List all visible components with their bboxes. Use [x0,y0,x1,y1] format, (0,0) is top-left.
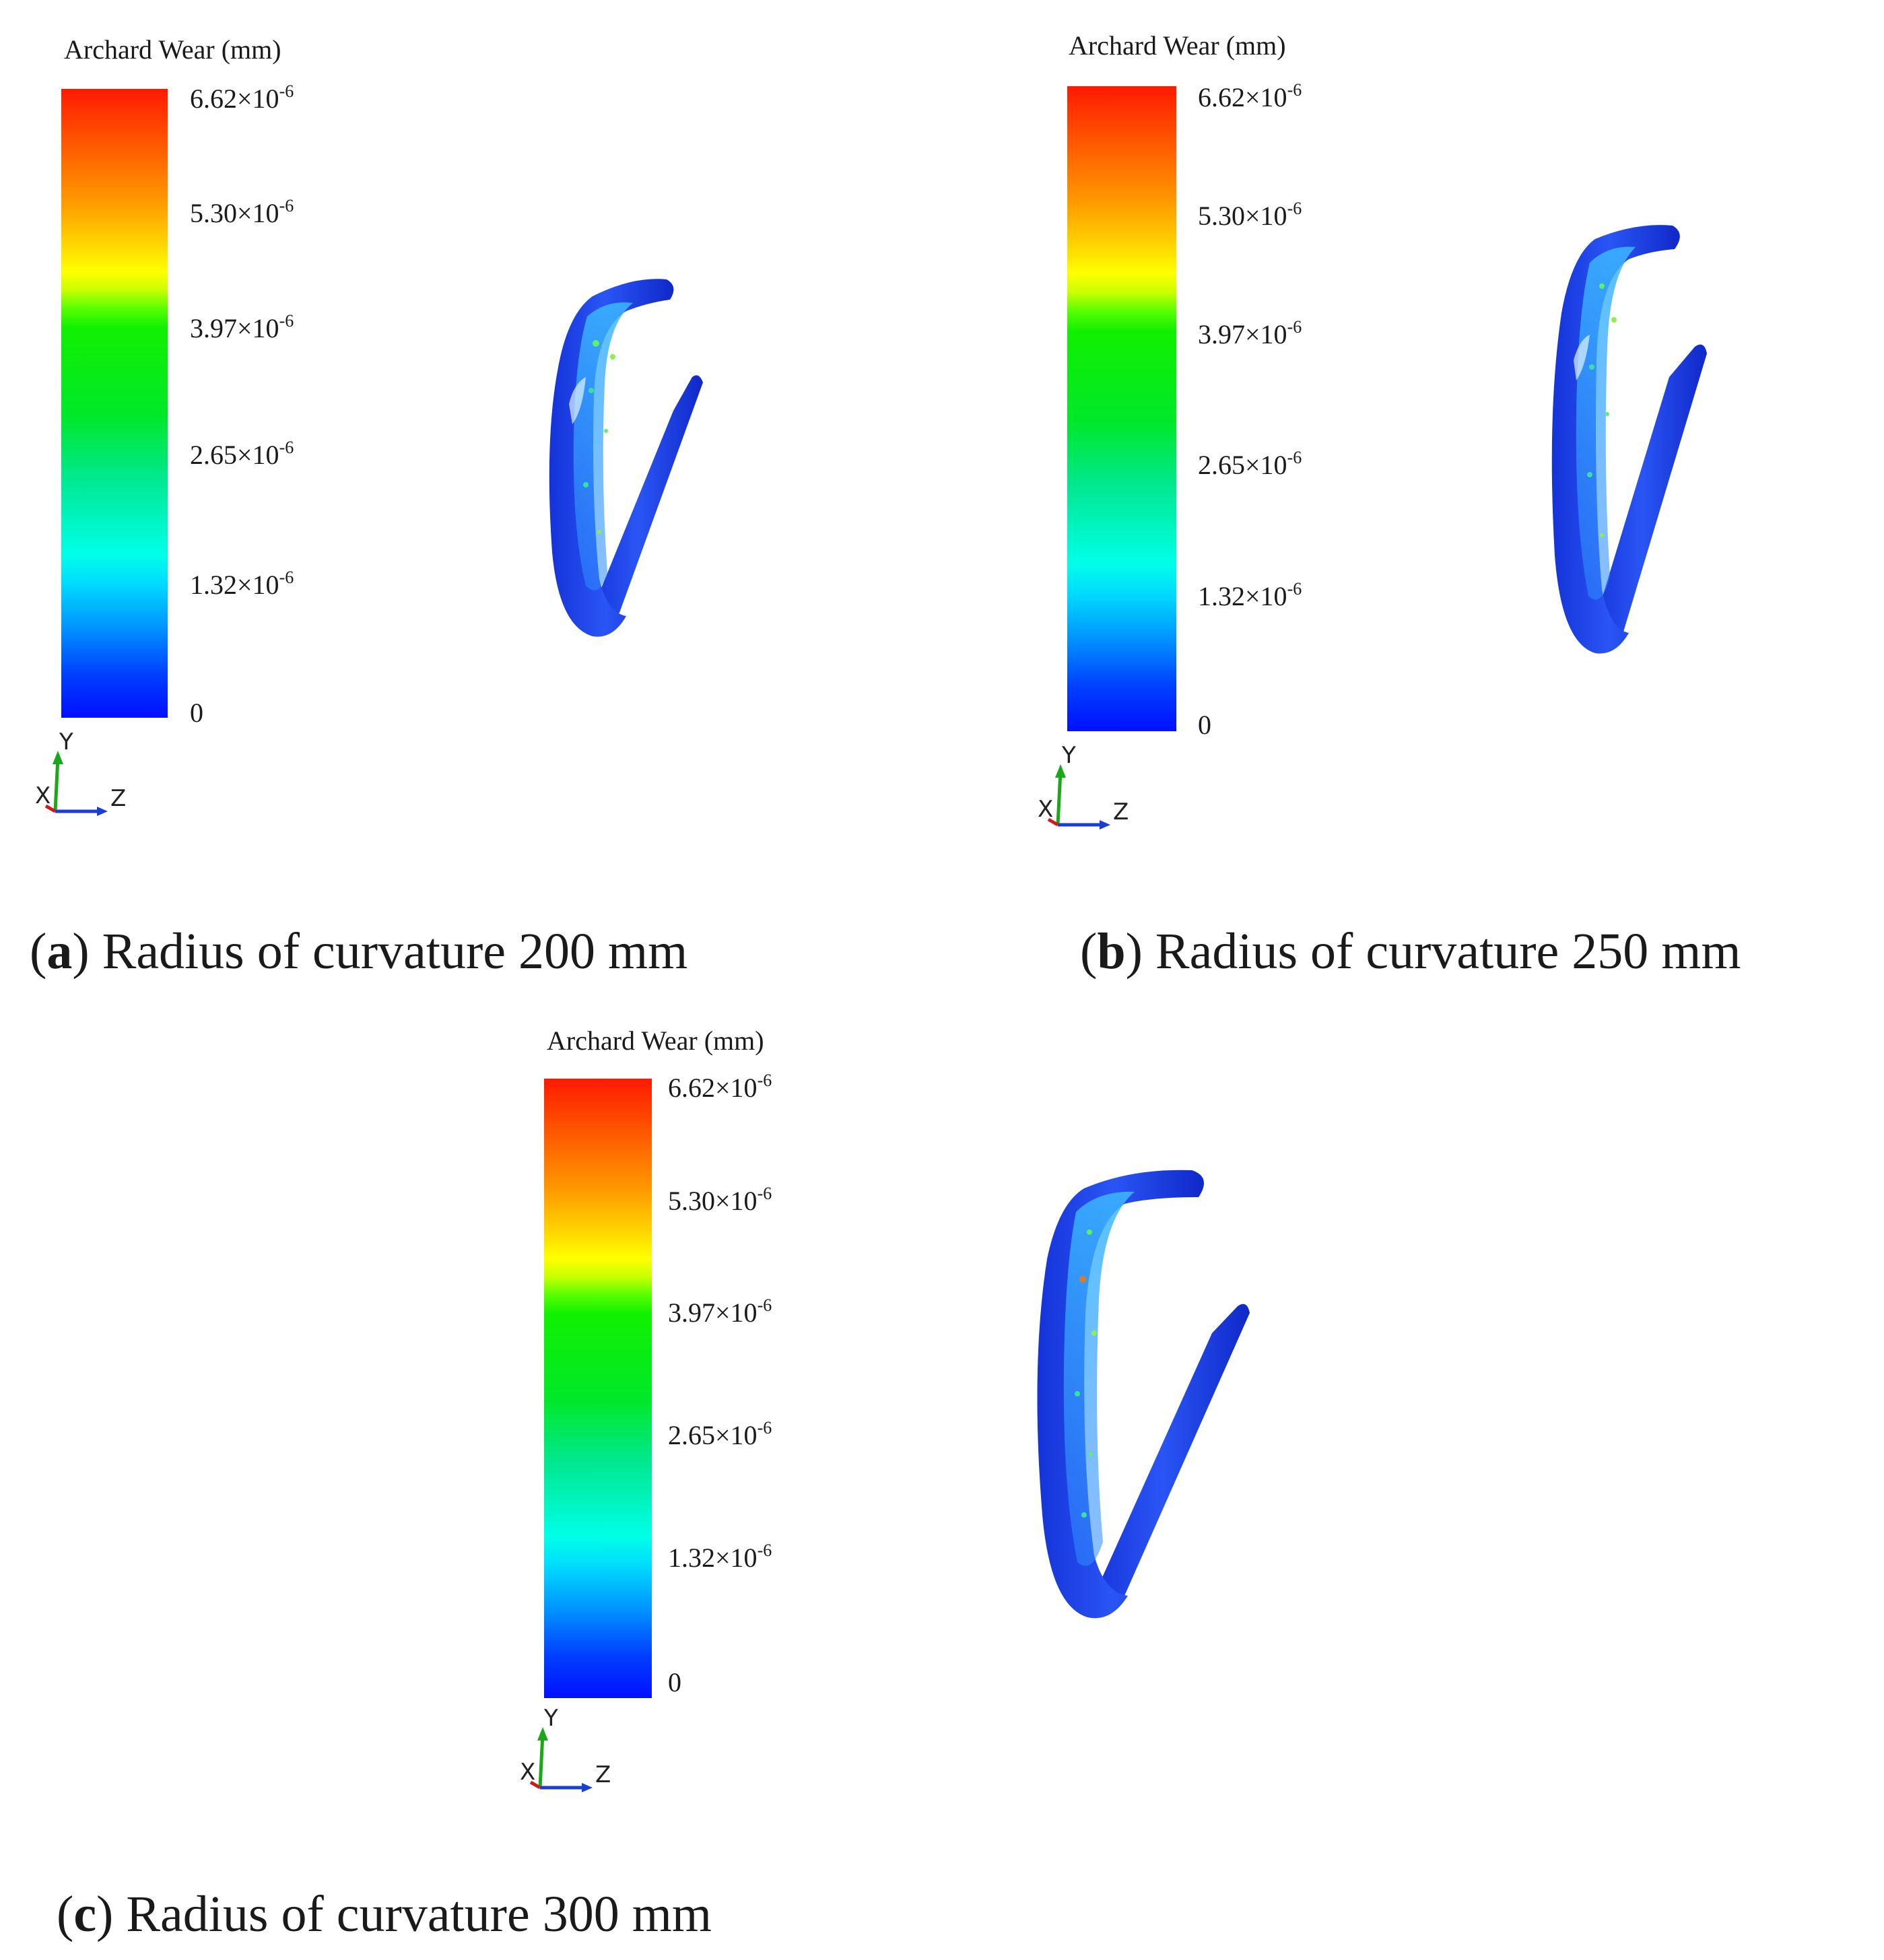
panel-b: Archard Wear (mm) 6.62×10-6 5.30×10-6 3.… [942,0,1884,1010]
tick-label: 6.62×10-6 [190,81,294,114]
legend-title: Archard Wear (mm) [64,34,281,65]
axis-x-label: X [520,1759,535,1786]
axis-y-label: Y [59,731,73,755]
tick-label: 0 [668,1667,681,1697]
tick-label: 3.97×10-6 [668,1295,772,1328]
tick-label: 5.30×10-6 [1198,199,1302,231]
axis-x-label: X [35,782,51,809]
wear-model-render [1037,1170,1250,1619]
legend-title: Archard Wear (mm) [1069,30,1286,61]
tick-label: 0 [190,698,203,728]
tick-label: 5.30×10-6 [668,1184,772,1216]
panel-caption: (a) Radius of curvature 200 mm [30,923,688,980]
tick-label: 5.30×10-6 [190,196,294,228]
axis-z-label: Z [110,785,126,812]
tick-label: 1.32×10-6 [668,1541,772,1573]
axis-y-label: Y [1061,744,1076,769]
panel-caption: (b) Radius of curvature 250 mm [1080,923,1741,980]
axis-triad: Y Z X [520,1707,611,1792]
axis-z-label: Z [595,1761,611,1788]
tick-label: 3.97×10-6 [1198,317,1302,349]
color-scale-bar [1067,86,1176,731]
tick-label: 2.65×10-6 [190,438,294,470]
panel-caption: (c) Radius of curvature 300 mm [57,1886,712,1942]
panel-c: Archard Wear (mm) 6.62×10-6 5.30×10-6 3.… [0,1010,1884,1960]
tick-label: 1.32×10-6 [190,568,294,600]
wear-model-render [549,279,703,637]
axis-triad: Y Z X [1038,744,1129,830]
tick-label: 2.65×10-6 [668,1418,772,1450]
panel-a: Archard Wear (mm) 6.62×10-6 5.30×10-6 3.… [0,0,942,1010]
legend-title: Archard Wear (mm) [547,1025,764,1056]
tick-label: 3.97×10-6 [190,311,294,343]
wear-model-render [1551,225,1707,654]
axis-z-label: Z [1113,799,1129,825]
axis-y-label: Y [543,1707,558,1732]
color-scale-bar [61,89,168,718]
axis-x-label: X [1038,796,1053,823]
tick-label: 1.32×10-6 [1198,579,1302,611]
tick-label: 2.65×10-6 [1198,448,1302,480]
tick-label: 0 [1198,710,1211,740]
axis-triad: Y Z X [35,731,126,816]
tick-label: 6.62×10-6 [1198,80,1302,112]
tick-label: 6.62×10-6 [668,1071,772,1103]
color-scale-bar [544,1079,652,1698]
